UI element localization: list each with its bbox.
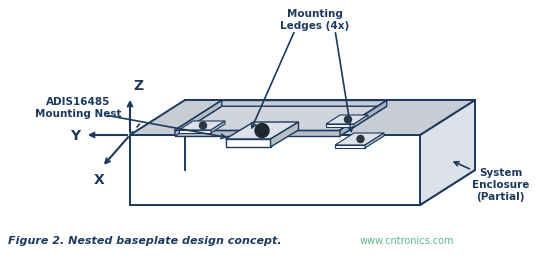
Text: www.cntronics.com: www.cntronics.com	[360, 236, 454, 246]
Polygon shape	[226, 122, 299, 139]
Polygon shape	[175, 100, 222, 136]
Polygon shape	[179, 130, 211, 133]
Polygon shape	[130, 100, 475, 135]
Polygon shape	[326, 115, 368, 124]
Polygon shape	[354, 115, 368, 127]
Polygon shape	[179, 121, 225, 130]
Polygon shape	[335, 145, 365, 148]
Circle shape	[255, 124, 269, 138]
Text: X: X	[93, 173, 104, 187]
Circle shape	[200, 122, 207, 129]
Text: Figure 2. Nested baseplate design concept.: Figure 2. Nested baseplate design concep…	[8, 236, 281, 246]
Polygon shape	[335, 133, 384, 145]
Polygon shape	[420, 100, 475, 205]
Text: System
Enclosure
(Partial): System Enclosure (Partial)	[472, 168, 529, 202]
Polygon shape	[326, 124, 354, 127]
Polygon shape	[175, 130, 340, 136]
Polygon shape	[340, 100, 387, 136]
Circle shape	[357, 135, 364, 142]
Polygon shape	[175, 106, 387, 136]
Text: Y: Y	[70, 129, 80, 143]
Polygon shape	[130, 135, 420, 205]
Polygon shape	[226, 139, 271, 147]
Text: Mounting
Ledges (4x): Mounting Ledges (4x)	[280, 9, 350, 31]
Polygon shape	[130, 170, 475, 205]
Text: Z: Z	[133, 79, 143, 93]
Polygon shape	[365, 133, 384, 148]
Text: ADIS16485
Mounting Nest: ADIS16485 Mounting Nest	[35, 97, 121, 119]
Polygon shape	[211, 121, 225, 133]
Polygon shape	[271, 122, 299, 147]
Circle shape	[345, 116, 352, 123]
